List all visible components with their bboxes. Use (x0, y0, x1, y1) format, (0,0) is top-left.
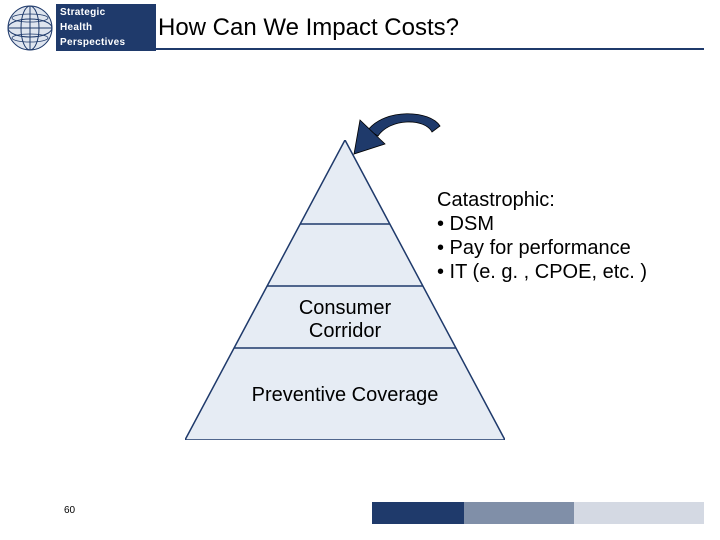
footer-bar-segment (574, 502, 704, 524)
footer-bar-segment (464, 502, 574, 524)
pyramid-diagram: ConsumerCorridor Preventive Coverage (185, 140, 505, 440)
catastrophic-callout: Catastrophic: • DSM• Pay for performance… (437, 188, 647, 284)
callout-bullet: • DSM (437, 212, 647, 236)
callout-bullet: • IT (e. g. , CPOE, etc. ) (437, 260, 647, 284)
footer-bar-segment (372, 502, 464, 524)
logo-text-block: Strategic Health Perspectives (56, 4, 156, 51)
callout-bullet: • Pay for performance (437, 236, 647, 260)
slide-title: How Can We Impact Costs? (158, 14, 459, 42)
logo-line-2: Health (60, 20, 152, 35)
logo-globe (6, 4, 54, 52)
callout-heading: Catastrophic: (437, 188, 647, 212)
title-rule (152, 48, 704, 50)
pyramid-section-label: ConsumerCorridor (185, 297, 505, 343)
logo-line-1: Strategic (60, 5, 152, 20)
slide-number: 60 (64, 505, 75, 516)
pyramid-section-label: Preventive Coverage (185, 384, 505, 407)
logo-line-3: Perspectives (60, 35, 152, 50)
